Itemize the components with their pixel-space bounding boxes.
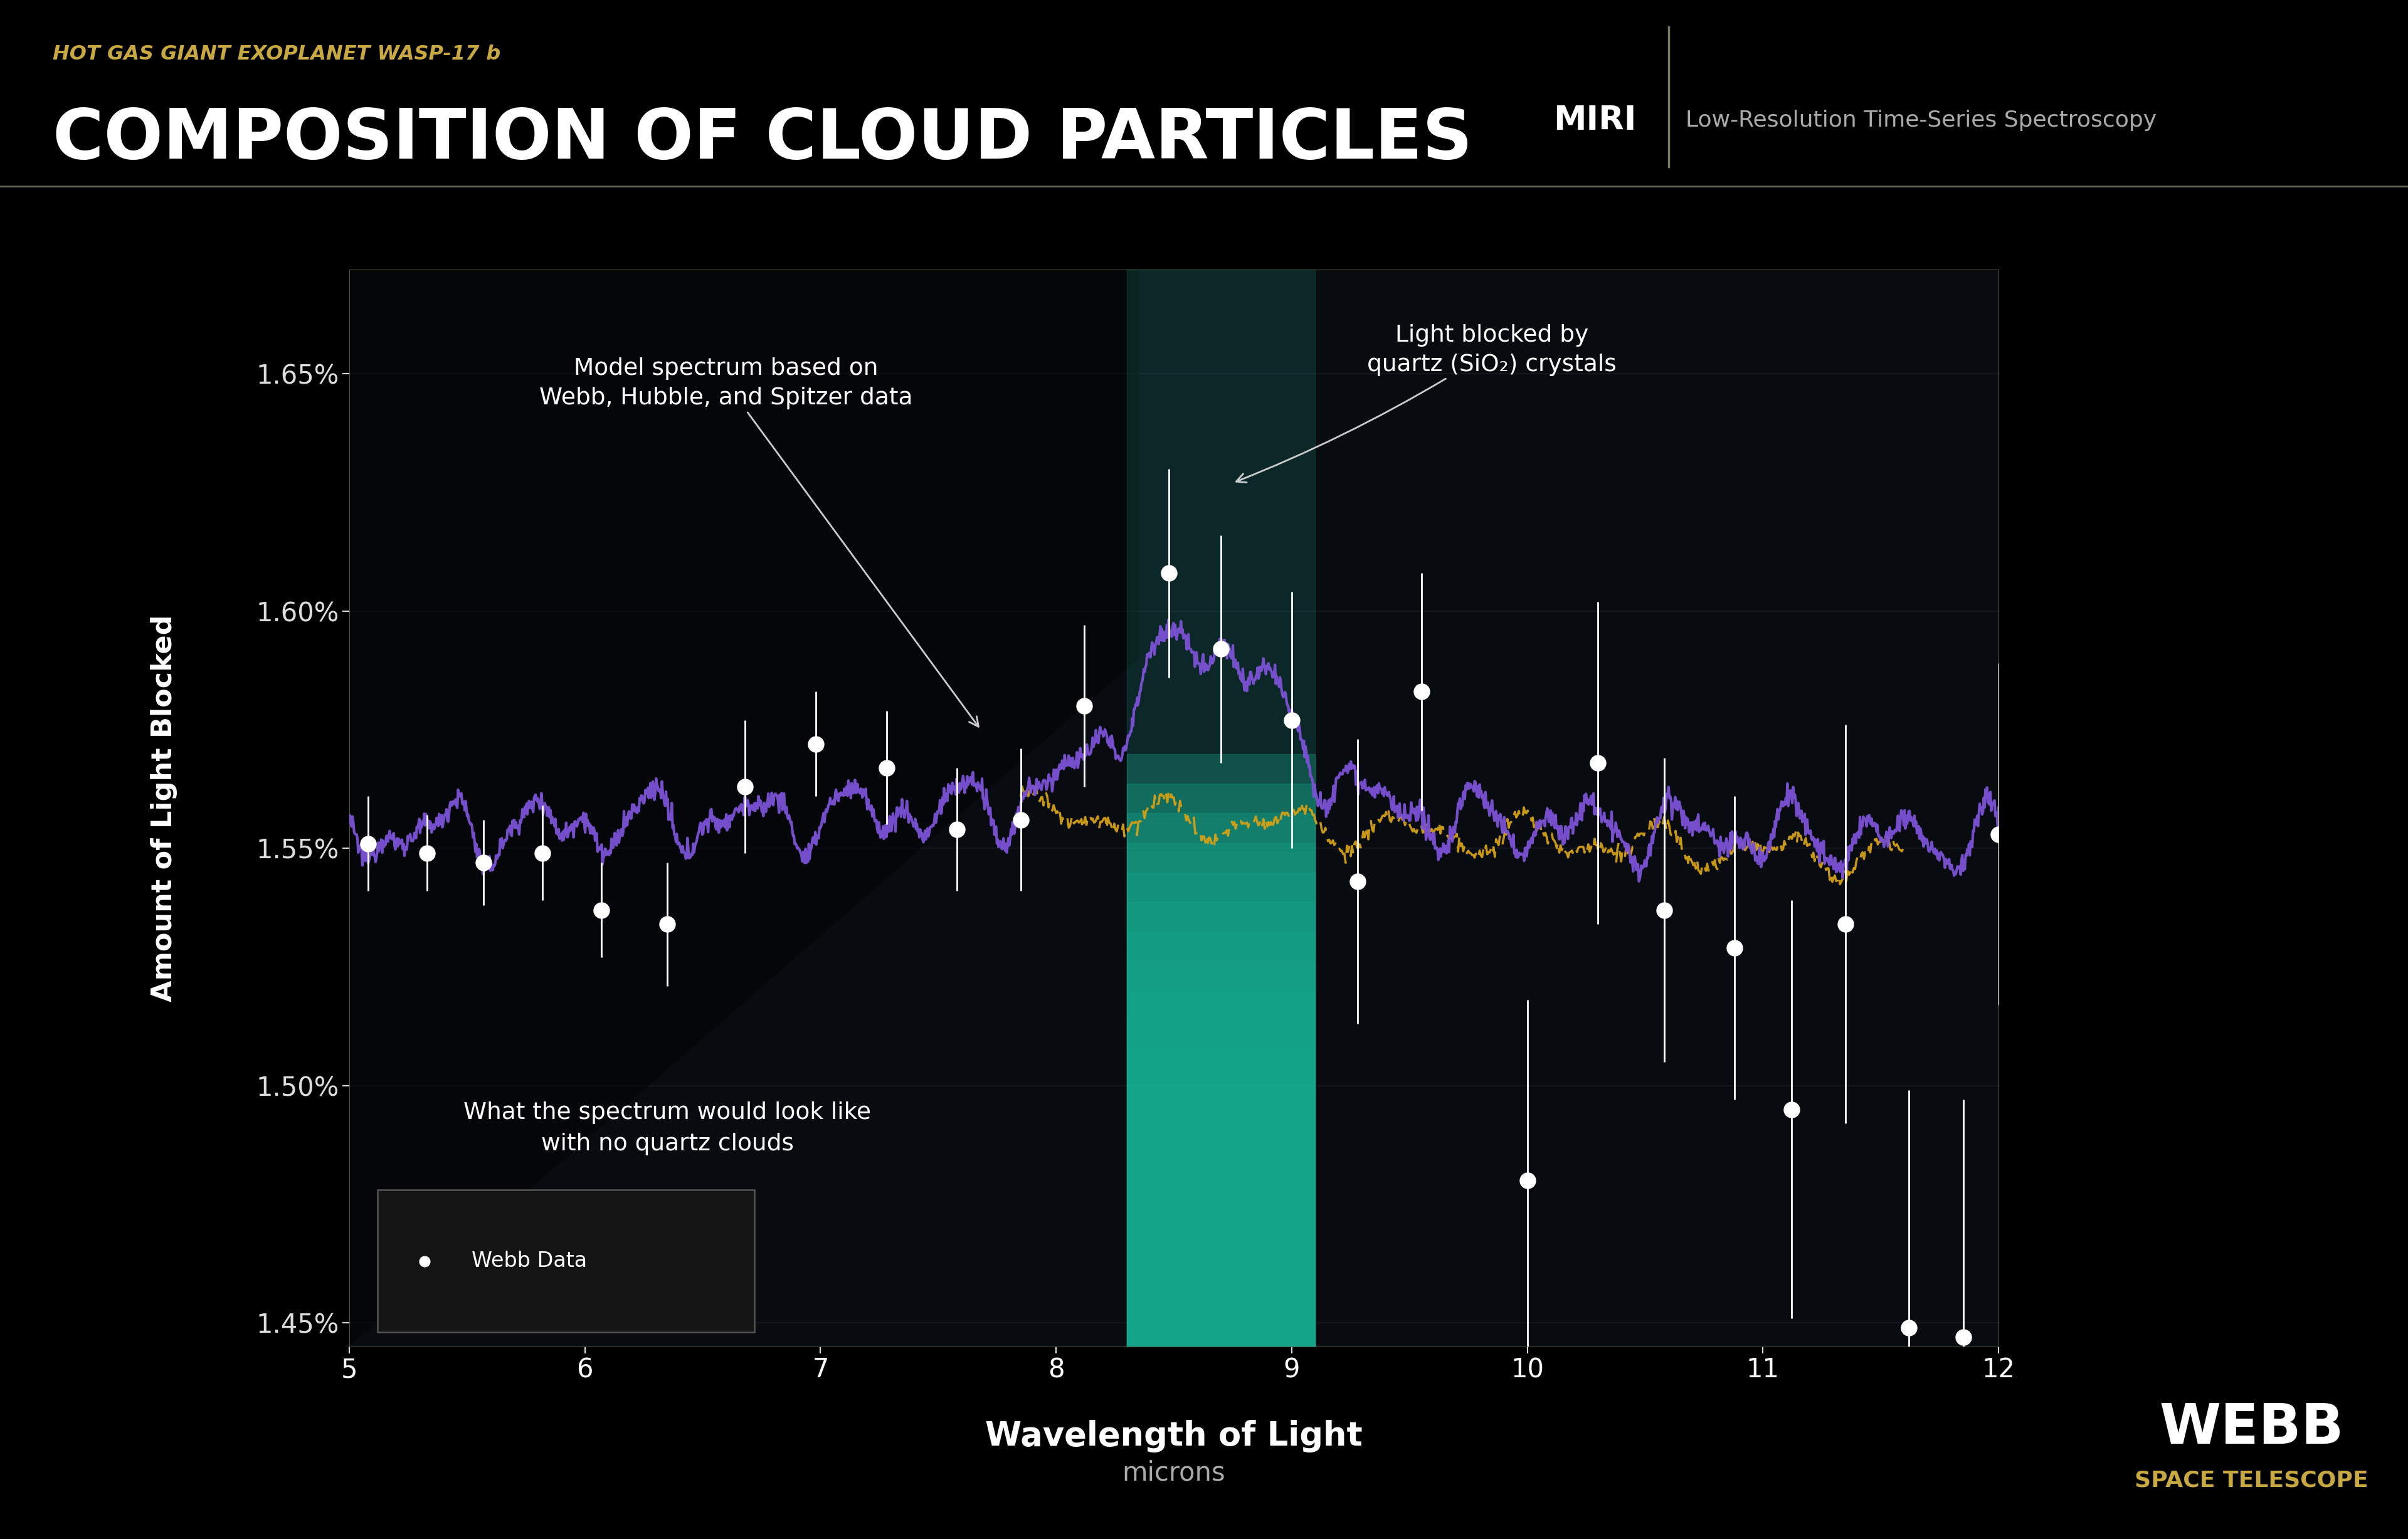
Text: COMPOSITION OF CLOUD PARTICLES: COMPOSITION OF CLOUD PARTICLES [53,106,1474,174]
Bar [1127,783,1315,1347]
Bar [1127,1110,1315,1347]
Bar [1127,1080,1315,1347]
Text: SPACE TELESCOPE: SPACE TELESCOPE [2133,1470,2369,1491]
Text: Low-Resolution Time-Series Spectroscopy: Low-Resolution Time-Series Spectroscopy [1686,109,2158,131]
Text: What the spectrum would look like
with no quartz clouds: What the spectrum would look like with n… [462,1102,872,1156]
FancyBboxPatch shape [378,1190,754,1333]
Text: Webb Data: Webb Data [472,1251,588,1271]
Bar [1127,754,1315,1347]
Polygon shape [349,269,1139,1347]
Bar [1127,1199,1315,1347]
Bar [1127,843,1315,1347]
Bar [1127,902,1315,1347]
Bar [1127,1317,1315,1347]
Bar [1127,1139,1315,1347]
Text: Light blocked by
quartz (SiO₂) crystals: Light blocked by quartz (SiO₂) crystals [1235,323,1616,482]
Bar [1127,933,1315,1347]
Text: Model spectrum based on
Webb, Hubble, and Spitzer data: Model spectrum based on Webb, Hubble, an… [539,357,978,726]
Bar [1127,1287,1315,1347]
Bar [1127,813,1315,1347]
Text: MIRI: MIRI [1553,105,1635,137]
Text: Wavelength of Light: Wavelength of Light [985,1419,1363,1453]
Bar [1127,1168,1315,1347]
Bar [1127,991,1315,1347]
Bar [1127,269,1315,1347]
Bar [1127,1257,1315,1347]
Text: WEBB: WEBB [2160,1400,2343,1456]
Text: Amount of Light Blocked: Amount of Light Blocked [149,614,178,1002]
Bar [1127,1020,1315,1347]
Bar [1127,1051,1315,1347]
Bar [1127,962,1315,1347]
Text: microns: microns [1122,1459,1226,1487]
Text: HOT GAS GIANT EXOPLANET WASP-17 b: HOT GAS GIANT EXOPLANET WASP-17 b [53,45,501,65]
Bar [1127,873,1315,1347]
Bar [1127,1228,1315,1347]
